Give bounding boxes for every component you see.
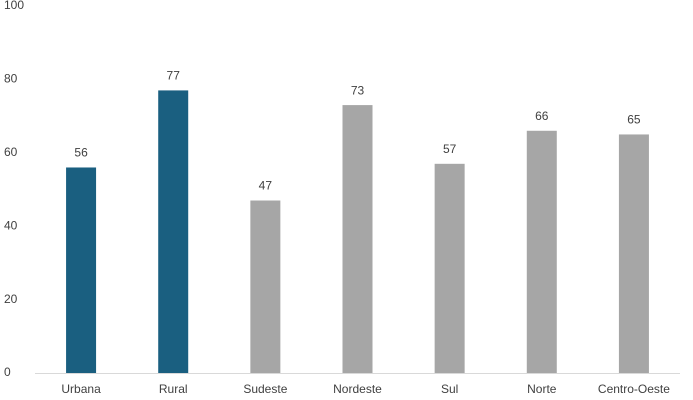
x-tick-label: Urbana — [61, 382, 101, 396]
x-tick-label: Norte — [527, 382, 557, 396]
y-tick-label: 20 — [4, 292, 18, 306]
bar — [250, 200, 281, 373]
bar — [526, 130, 557, 373]
data-label: 66 — [535, 109, 549, 123]
data-label: 56 — [74, 146, 88, 160]
data-label: 65 — [627, 113, 641, 127]
data-label: 73 — [351, 83, 365, 97]
y-tick-label: 100 — [4, 0, 24, 12]
data-label: 47 — [259, 179, 273, 193]
x-tick-label: Centro-Oeste — [598, 382, 670, 396]
x-tick-label: Rural — [159, 382, 188, 396]
x-tick-label: Sul — [441, 382, 458, 396]
x-tick-label: Sudeste — [243, 382, 287, 396]
bar — [434, 163, 465, 373]
y-tick-label: 80 — [4, 72, 18, 86]
x-tick-label: Nordeste — [333, 382, 382, 396]
y-tick-label: 60 — [4, 145, 18, 159]
bar — [342, 105, 373, 373]
bar — [618, 134, 649, 373]
y-tick-label: 0 — [4, 365, 11, 379]
bar — [66, 167, 97, 373]
bar — [158, 90, 189, 373]
y-tick-label: 40 — [4, 218, 18, 232]
data-label: 77 — [167, 69, 181, 83]
data-label: 57 — [443, 142, 457, 156]
